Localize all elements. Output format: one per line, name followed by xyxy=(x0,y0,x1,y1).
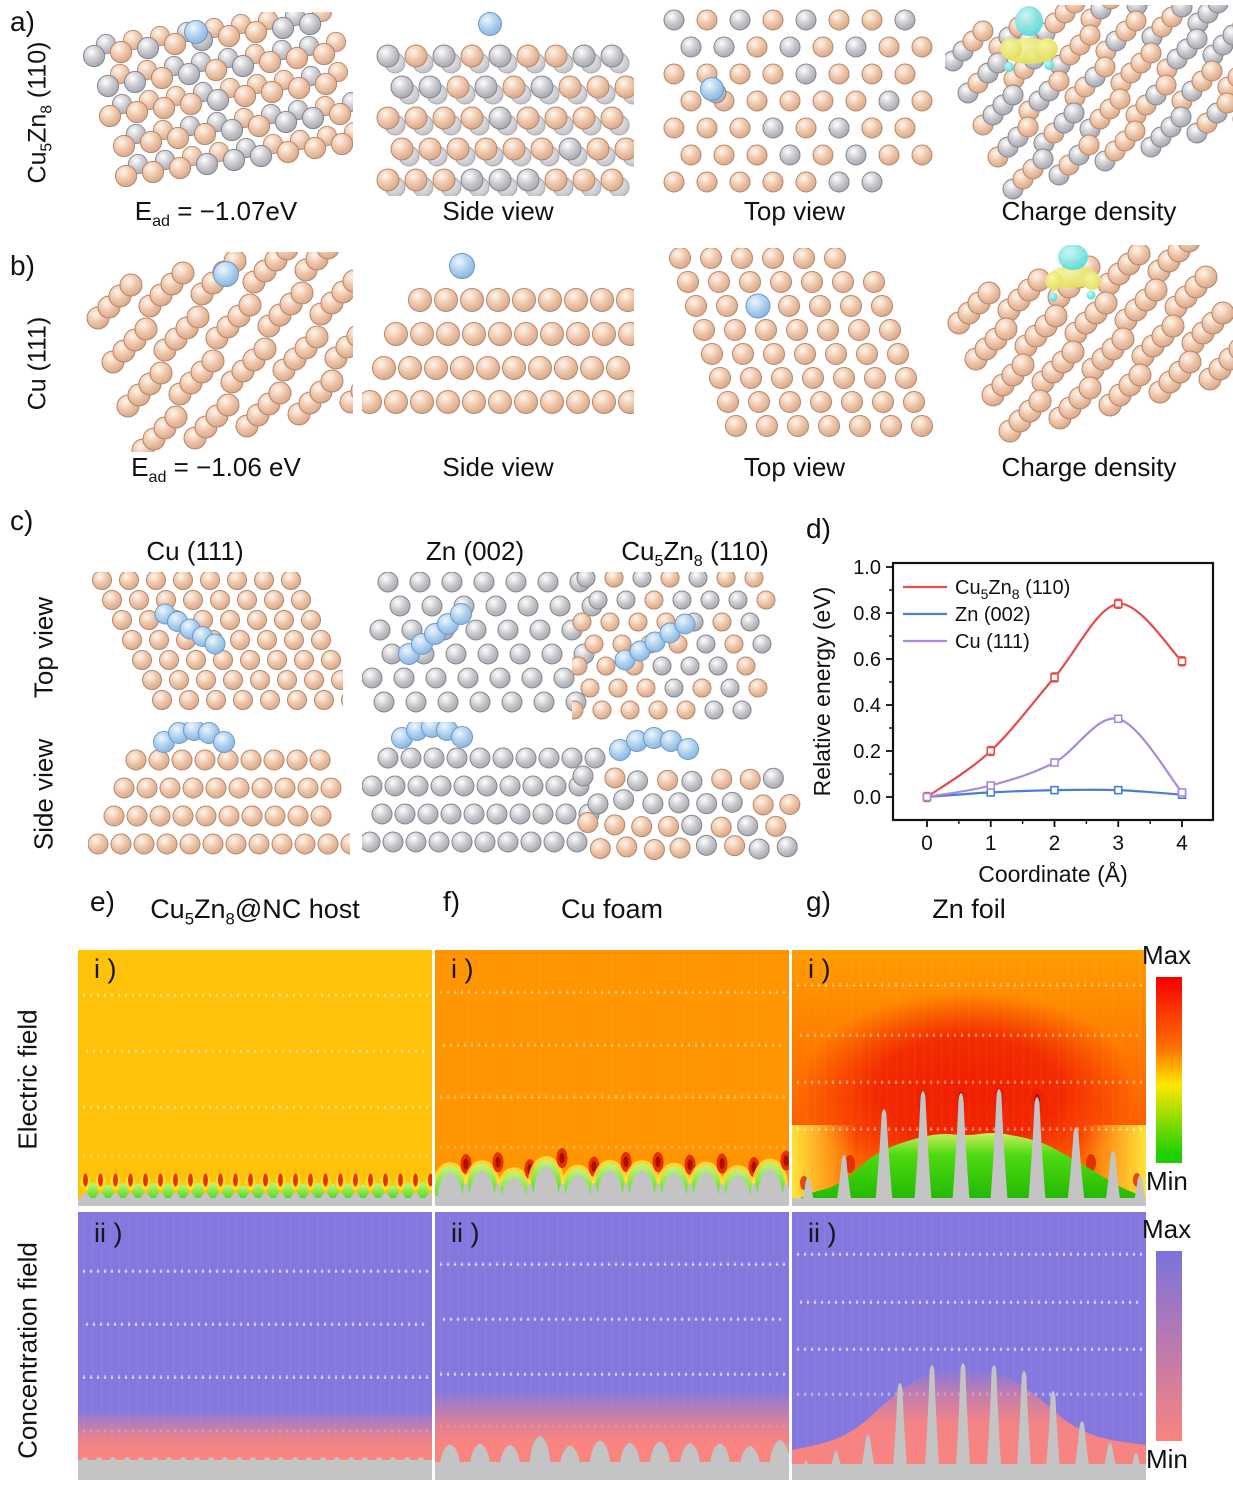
panel-c-side-view-row-label: Side view xyxy=(28,738,59,851)
panel-a-top-view-structure xyxy=(663,9,933,193)
panel-a-side-label-part: Zn xyxy=(23,113,52,143)
ead-symbol: E xyxy=(131,452,149,482)
panel-a-side-label-part: (110) xyxy=(23,41,52,106)
panel-c-cu111-side-view xyxy=(88,722,350,855)
svg-text:0.6: 0.6 xyxy=(853,649,881,671)
panel-b-side-label: Cu (111) xyxy=(23,316,52,411)
panel-g-label: g) xyxy=(806,886,831,917)
e-title-part: Cu xyxy=(150,894,185,924)
concentration-field-row-label: Concentration field xyxy=(12,1242,43,1459)
efield-heatmap-cu-foam xyxy=(435,950,789,1206)
panel-g-title: Zn foil xyxy=(932,894,1006,924)
panel-b-side-view-structure xyxy=(362,253,634,414)
svg-text:Cu5Zn8 (110): Cu5Zn8 (110) xyxy=(955,577,1070,602)
panel-f-label: f) xyxy=(443,886,461,917)
panel-a-charge-density-caption: Charge density xyxy=(1001,196,1177,226)
svg-text:3: 3 xyxy=(1112,832,1124,855)
panel-a-side-label: Cu5Zn8 (110) xyxy=(24,0,57,243)
conc-heatmap-cu-foam xyxy=(435,1212,789,1480)
ead-value: = −1.06 eV xyxy=(166,452,301,482)
panel-c-zn002-side-view xyxy=(362,722,606,853)
svg-text:Zn (002): Zn (002) xyxy=(955,604,1031,626)
conc-cufoam-sublabel: ii ) xyxy=(451,1218,480,1248)
svg-text:1: 1 xyxy=(985,832,997,855)
svg-text:0.8: 0.8 xyxy=(853,603,881,625)
panel-c-col1-header: Cu (111) xyxy=(146,536,244,566)
panel-a-top-view-caption: Top view xyxy=(743,196,846,226)
panel-c-cu5zn8-top-view xyxy=(572,572,776,720)
panel-a-side-view-caption: Side view xyxy=(442,196,554,226)
col3-part: (110) xyxy=(702,536,769,566)
conc-colorbar-max-label: Max xyxy=(1142,1214,1192,1244)
panel-c-col2-header: Zn (002) xyxy=(425,536,525,566)
conc-colorbar-min-label: Min xyxy=(1146,1444,1188,1474)
panel-c-zn002-top-view xyxy=(362,572,603,713)
panel-a-side-view-structure xyxy=(376,12,634,196)
panel-a-ead-caption: Ead = −1.07eV xyxy=(80,196,352,231)
panel-b-side-view-caption: Side view xyxy=(442,452,554,482)
panel-f-title: Cu foam xyxy=(560,894,664,924)
svg-text:0.0: 0.0 xyxy=(853,787,881,809)
panel-c-cu5zn8-side-view xyxy=(572,727,801,861)
efield-cufoam-sublabel: i ) xyxy=(451,954,474,984)
col3-part: Cu xyxy=(621,536,655,566)
panel-b-charge-density-caption: Charge density xyxy=(1001,452,1177,482)
panel-c-cu111-top-view xyxy=(92,572,343,710)
efield-host-sublabel: i ) xyxy=(94,954,117,984)
panel-b-top-view-caption: Top view xyxy=(743,452,846,482)
efield-colorbar-max-label: Max xyxy=(1142,940,1192,970)
svg-text:Relative energy (eV): Relative energy (eV) xyxy=(809,587,835,797)
panel-a-charge-density-structure xyxy=(945,5,1233,200)
svg-text:2: 2 xyxy=(1049,832,1061,855)
conc-heatmap-zn-foil xyxy=(792,1212,1146,1480)
efield-colorbar-min-label: Min xyxy=(1146,1166,1188,1196)
efield-znfoil-sublabel: i ) xyxy=(808,954,831,984)
ead-value: = −1.07eV xyxy=(170,196,298,226)
panel-b-charge-density-structure xyxy=(947,245,1233,443)
efield-colorbar xyxy=(1156,977,1182,1163)
e-title-part: @NC host xyxy=(234,894,360,924)
ead-symbol: E xyxy=(134,196,153,226)
col3-sub: 5 xyxy=(654,552,664,571)
svg-text:0.4: 0.4 xyxy=(853,695,881,717)
ead-subscript: ad xyxy=(152,212,171,231)
svg-text:0.2: 0.2 xyxy=(853,741,881,763)
panel-b-top-view-structure xyxy=(669,248,933,437)
panel-e-title: Cu5Zn8@NC host xyxy=(105,894,405,929)
panel-a-label: a) xyxy=(10,6,35,37)
e-title-sub: 5 xyxy=(184,909,195,929)
panel-b-adsorption-structure xyxy=(86,252,353,452)
efield-heatmap-zn-foil xyxy=(792,950,1146,1206)
conc-heatmap-cu5zn8-host xyxy=(78,1212,432,1480)
panel-a-side-label-part: Cu xyxy=(23,151,52,184)
panel-c-col3-header: Cu5Zn8 (110) xyxy=(570,536,820,571)
e-title-sub: 8 xyxy=(225,909,235,929)
svg-text:Coordinate (Å): Coordinate (Å) xyxy=(978,860,1128,887)
svg-text:Cu (111): Cu (111) xyxy=(955,631,1030,653)
ead-subscript: ad xyxy=(148,468,167,487)
conc-colorbar xyxy=(1156,1251,1182,1441)
panel-a-side-label-sub: 5 xyxy=(38,142,56,152)
col3-sub: 8 xyxy=(693,552,703,571)
panel-b-label: b) xyxy=(10,250,35,281)
panel-a-adsorption-structure xyxy=(82,12,353,188)
relative-energy-chart: 0.0 0.2 0.4 0.6 0.8 1.0 0 1 2 3 4 Coordinate (Å) Rel… xyxy=(809,557,1215,887)
svg-text:4: 4 xyxy=(1176,832,1188,855)
svg-text:1.0: 1.0 xyxy=(853,557,881,579)
panel-c-top-view-row-label: Top view xyxy=(28,596,59,699)
e-title-part: Zn xyxy=(194,894,226,924)
panel-d-label: d) xyxy=(806,513,831,544)
panel-e-label: e) xyxy=(90,886,115,917)
col3-part: Zn xyxy=(663,536,694,566)
svg-text:0: 0 xyxy=(921,832,933,855)
electric-field-row-label: Electric field xyxy=(12,1009,43,1150)
conc-host-sublabel: ii ) xyxy=(94,1218,123,1248)
efield-heatmap-cu5zn8-host xyxy=(78,950,432,1206)
panel-a-side-label-sub: 8 xyxy=(38,105,56,114)
panel-c-label: c) xyxy=(10,505,34,536)
conc-znfoil-sublabel: ii ) xyxy=(808,1218,837,1248)
panel-b-ead-caption: Ead = −1.06 eV xyxy=(80,452,352,487)
